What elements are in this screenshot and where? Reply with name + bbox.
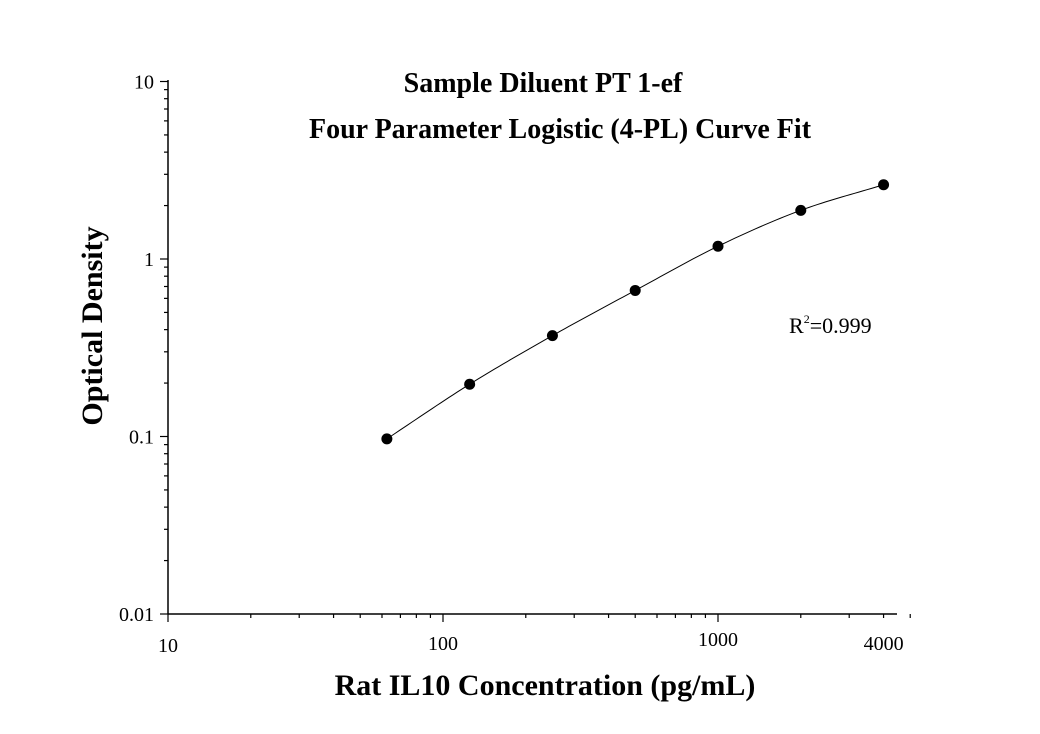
y-axis-title: Optical Density: [76, 226, 109, 425]
y-tick-labels: 0.01 0.1 1 10: [119, 72, 154, 627]
data-points: [381, 179, 890, 445]
y-tick-label: 10: [134, 72, 154, 94]
x-tick-label: 100: [428, 633, 458, 655]
r-squared-base: R: [789, 313, 804, 338]
x-ticks: [167, 614, 911, 622]
r-squared-sup: 2: [804, 312, 810, 326]
data-point: [381, 433, 393, 445]
data-point: [629, 284, 641, 296]
x-tick-label: 4000: [864, 633, 904, 655]
r-squared-value: =0.999: [810, 313, 872, 338]
x-axis-title: Rat IL10 Concentration (pg/mL): [335, 669, 756, 702]
y-tick-label: 0.1: [129, 427, 154, 449]
data-point: [546, 330, 558, 342]
chart-subtitle: Four Parameter Logistic (4-PL) Curve Fit: [309, 114, 812, 145]
data-point: [795, 204, 807, 216]
chart-title: Sample Diluent PT 1-ef: [404, 68, 683, 99]
x-tick-label: 1000: [698, 629, 738, 651]
r-squared-annotation: R2=0.999: [789, 312, 872, 338]
y-ticks: [160, 80, 168, 615]
y-tick-label: 0.01: [119, 604, 154, 626]
data-point: [878, 179, 890, 191]
y-tick-label: 1: [144, 249, 154, 271]
data-point: [464, 378, 476, 390]
x-tick-labels: 10 100 1000 4000: [158, 629, 904, 657]
data-point: [712, 240, 724, 252]
x-tick-label: 10: [158, 635, 178, 657]
